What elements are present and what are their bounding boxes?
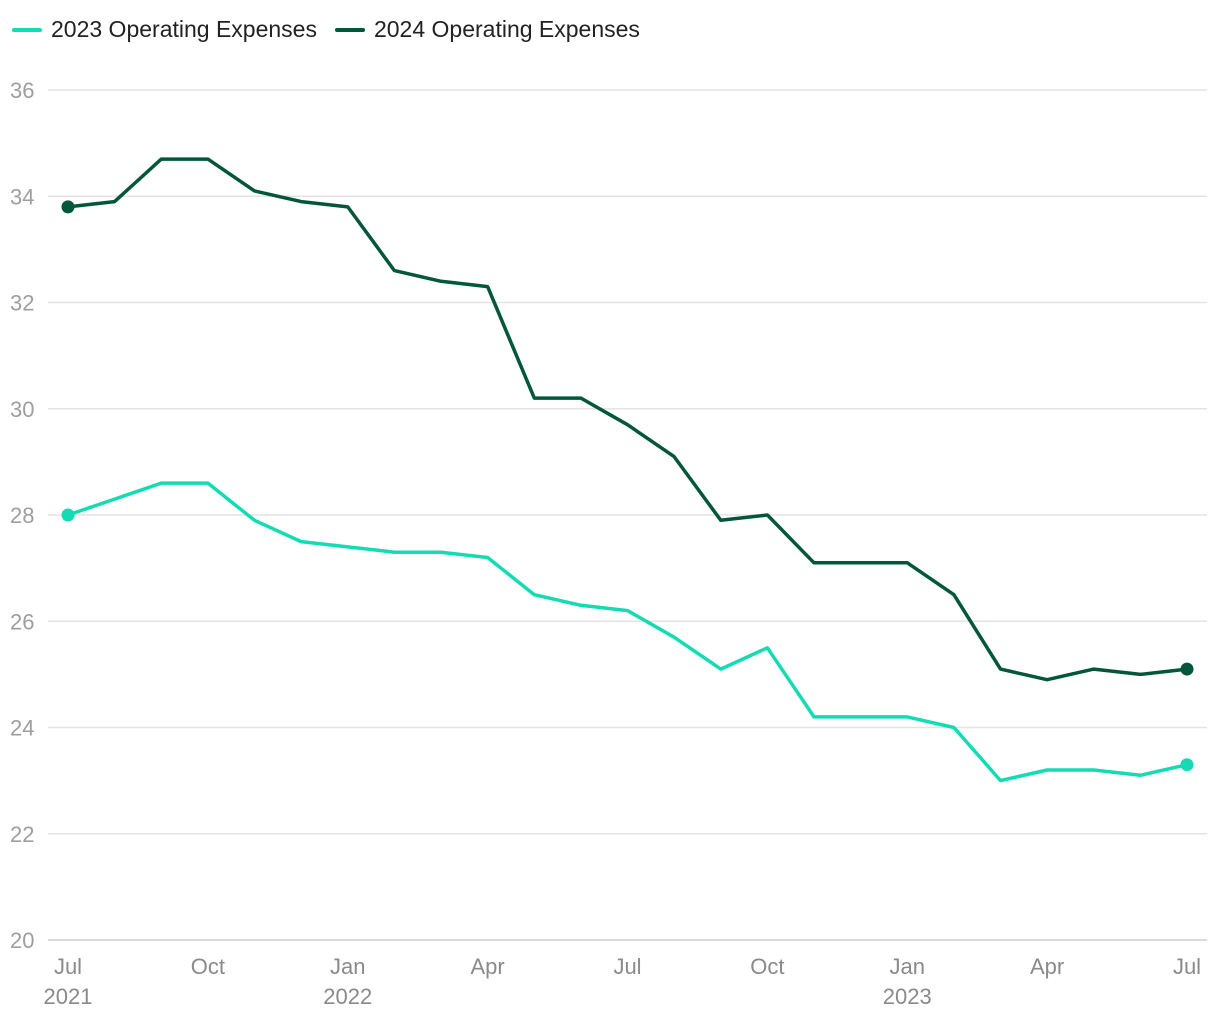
x-tick-year-2: 2022: [323, 984, 372, 1009]
legend-swatch-0: [12, 27, 42, 32]
x-tick-year-0: 2021: [44, 984, 93, 1009]
x-tick-label-8: Jul: [1173, 954, 1201, 979]
series-0-start-point: [61, 508, 75, 522]
legend-item-1[interactable]: 2024 Operating Expenses: [334, 16, 640, 43]
legend-swatch-1: [334, 27, 365, 32]
x-tick-label-5: Oct: [750, 954, 784, 979]
y-tick-label-26: 26: [10, 609, 34, 634]
series-1-end-point: [1180, 662, 1194, 676]
x-tick-label-2: Jan: [330, 954, 365, 979]
series-line-1: [66, 157, 1189, 682]
y-tick-label-24: 24: [10, 716, 34, 741]
y-tick-label-28: 28: [10, 503, 34, 528]
x-tick-label-3: Apr: [471, 954, 505, 979]
legend: 2023 Operating Expenses 2024 Operating Ex…: [12, 16, 640, 43]
x-tick-label-1: Oct: [191, 954, 225, 979]
series-line-0: [66, 481, 1189, 783]
x-tick-label-0: Jul: [54, 954, 82, 979]
x-tick-label-4: Jul: [613, 954, 641, 979]
x-tick-year-6: 2023: [883, 984, 932, 1009]
y-tick-label-20: 20: [10, 928, 34, 953]
legend-label-0: 2023 Operating Expenses: [51, 16, 317, 42]
x-tick-label-7: Apr: [1030, 954, 1064, 979]
y-tick-label-34: 34: [10, 184, 34, 209]
y-tick-label-36: 36: [10, 78, 34, 103]
legend-item-0[interactable]: 2023 Operating Expenses: [12, 16, 317, 43]
series-0-end-point: [1180, 758, 1194, 772]
x-tick-label-6: Jan: [890, 954, 925, 979]
y-tick-label-32: 32: [10, 291, 34, 316]
series-1-start-point: [61, 200, 75, 214]
legend-label-1: 2024 Operating Expenses: [373, 16, 640, 42]
y-tick-label-30: 30: [10, 397, 34, 422]
y-tick-label-22: 22: [10, 822, 34, 847]
